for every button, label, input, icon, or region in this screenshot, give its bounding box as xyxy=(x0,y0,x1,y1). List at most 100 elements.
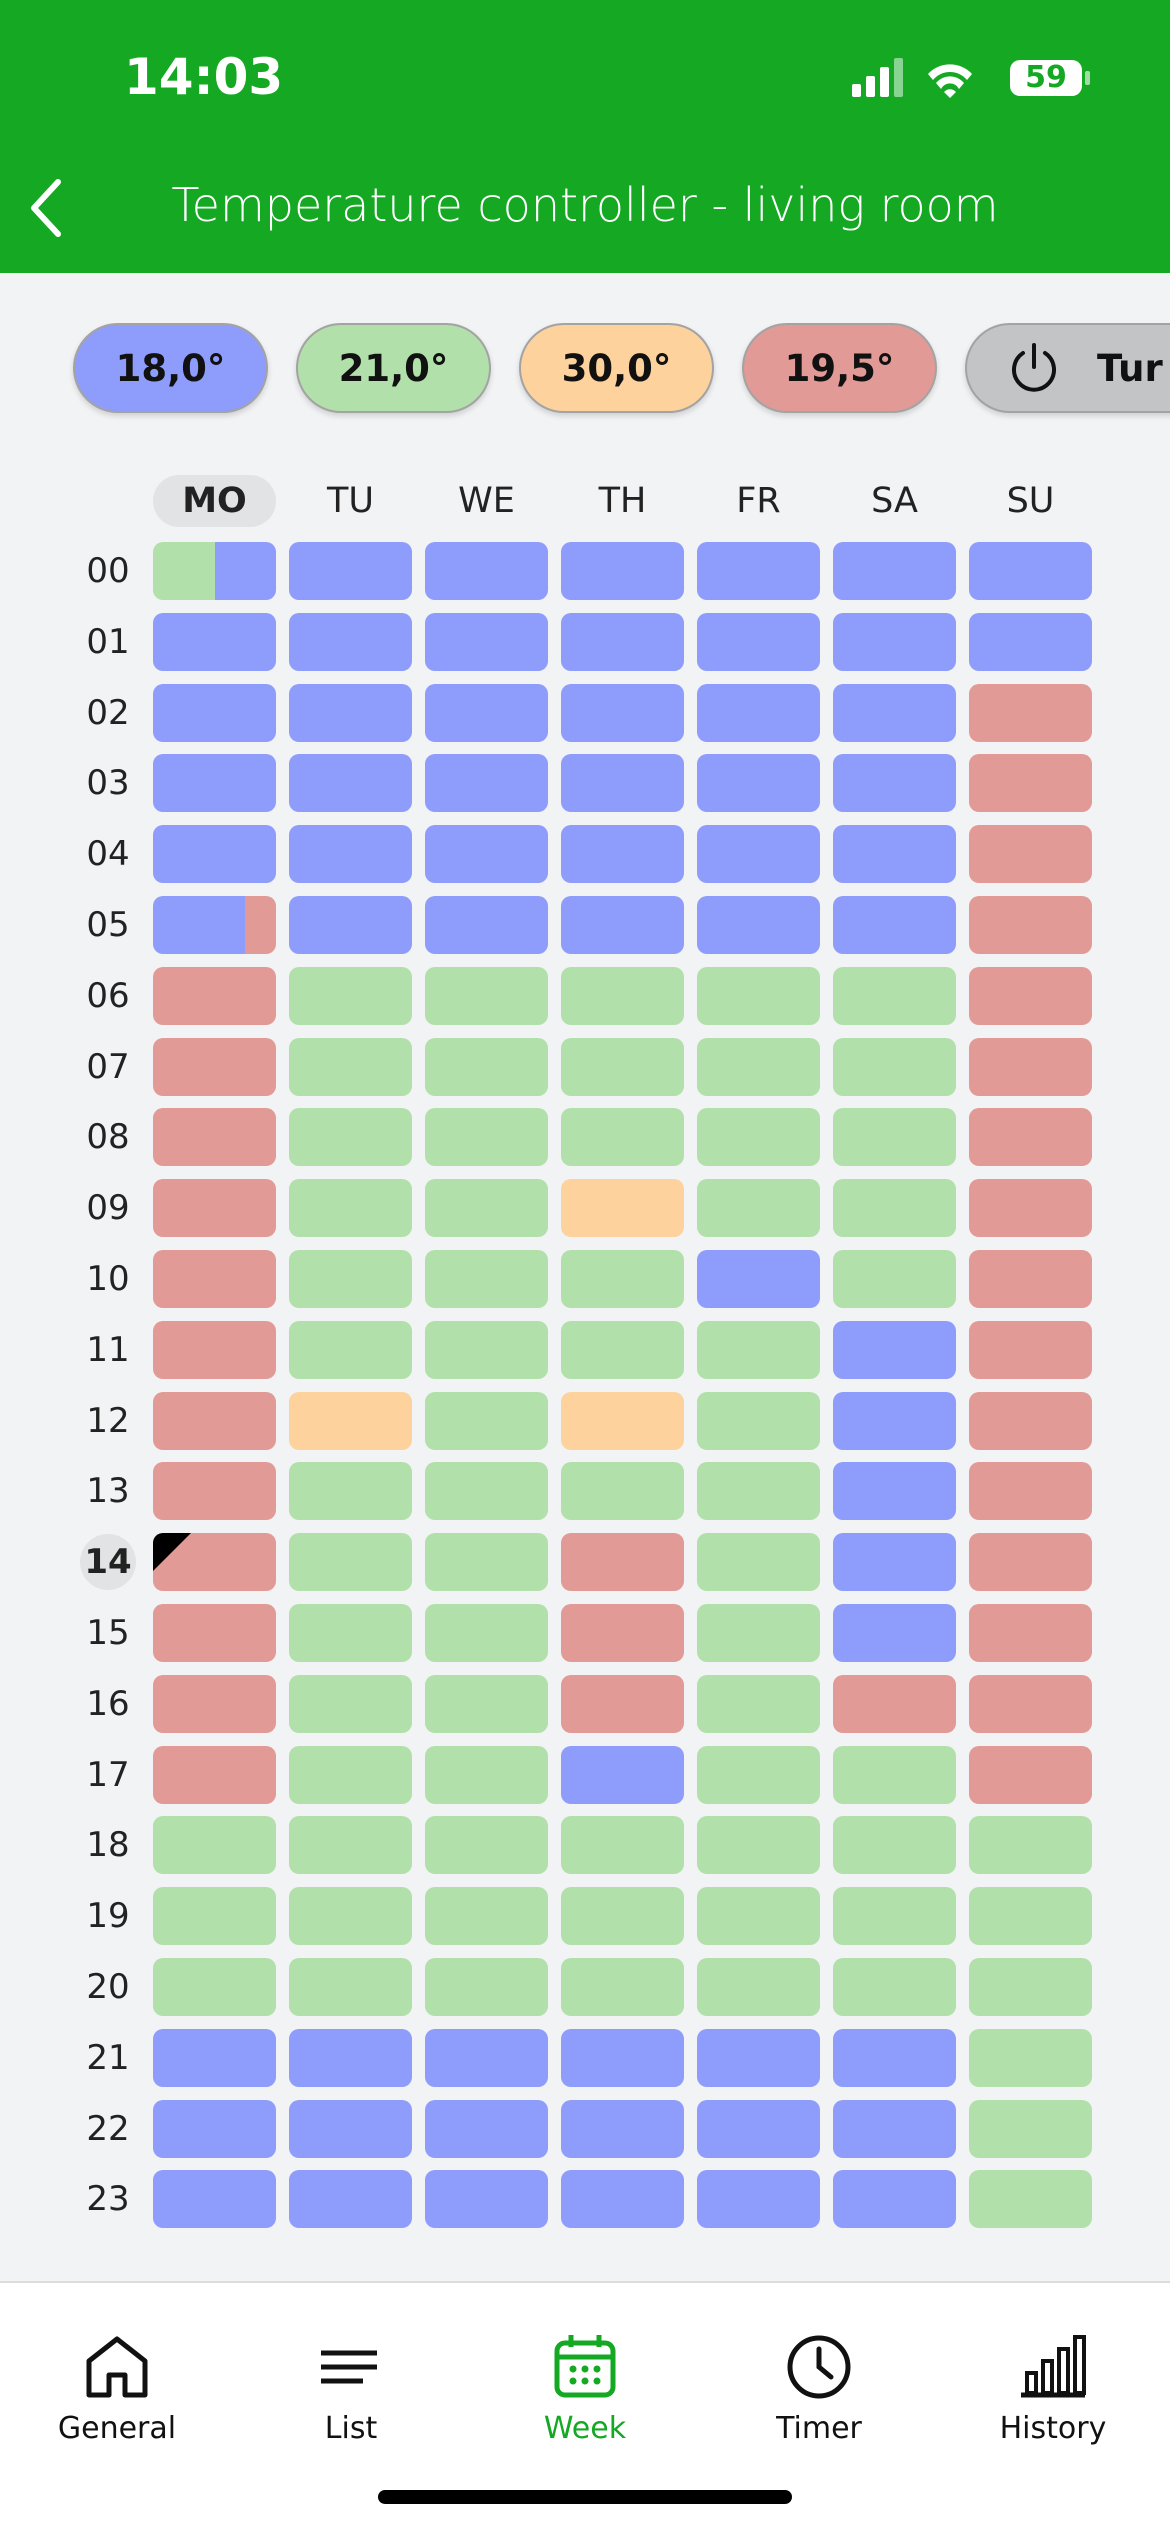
schedule-cell[interactable] xyxy=(833,1674,956,1733)
schedule-cell[interactable] xyxy=(833,1391,956,1450)
schedule-cell[interactable] xyxy=(425,1958,548,2016)
schedule-cell[interactable] xyxy=(153,1462,276,1521)
schedule-cell[interactable] xyxy=(153,1391,276,1450)
schedule-cell[interactable] xyxy=(289,1958,412,2016)
schedule-cell[interactable] xyxy=(697,2099,820,2158)
schedule-cell[interactable] xyxy=(289,896,412,954)
schedule-cell[interactable] xyxy=(153,1533,276,1592)
schedule-cell[interactable] xyxy=(833,1745,956,1804)
schedule-cell[interactable] xyxy=(969,542,1092,600)
schedule-cell[interactable] xyxy=(289,612,412,671)
schedule-cell[interactable] xyxy=(425,1462,548,1521)
schedule-cell[interactable] xyxy=(561,825,684,884)
schedule-cell[interactable] xyxy=(153,1958,276,2016)
schedule-cell[interactable] xyxy=(969,896,1092,954)
schedule-cell[interactable] xyxy=(969,1887,1092,1946)
schedule-cell[interactable] xyxy=(969,1320,1092,1379)
schedule-cell[interactable] xyxy=(561,754,684,813)
schedule-cell[interactable] xyxy=(697,1745,820,1804)
schedule-cell[interactable] xyxy=(425,1816,548,1875)
schedule-cell[interactable] xyxy=(289,2170,412,2229)
schedule-cell[interactable] xyxy=(833,612,956,671)
tab-item[interactable]: Week xyxy=(468,2333,702,2446)
schedule-cell[interactable] xyxy=(561,966,684,1025)
schedule-cell[interactable] xyxy=(425,1604,548,1662)
schedule-cell[interactable] xyxy=(697,1037,820,1096)
schedule-cell[interactable] xyxy=(561,542,684,600)
schedule-cell[interactable] xyxy=(561,1816,684,1875)
schedule-cell[interactable] xyxy=(969,2099,1092,2158)
tab-item[interactable]: General xyxy=(0,2333,234,2446)
schedule-cell[interactable] xyxy=(425,1179,548,1238)
schedule-cell[interactable] xyxy=(561,1250,684,1308)
schedule-cell[interactable] xyxy=(561,1887,684,1946)
schedule-cell[interactable] xyxy=(153,612,276,671)
schedule-cell[interactable] xyxy=(289,966,412,1025)
schedule-cell[interactable] xyxy=(697,825,820,884)
preset-chip[interactable]: Tur xyxy=(965,323,1170,413)
schedule-cell[interactable] xyxy=(697,1533,820,1592)
schedule-cell[interactable] xyxy=(561,2170,684,2229)
schedule-cell[interactable] xyxy=(289,1462,412,1521)
schedule-cell[interactable] xyxy=(153,896,276,954)
schedule-cell[interactable] xyxy=(969,1462,1092,1521)
schedule-cell[interactable] xyxy=(969,1674,1092,1733)
schedule-cell[interactable] xyxy=(969,825,1092,884)
schedule-cell[interactable] xyxy=(833,1462,956,1521)
schedule-cell[interactable] xyxy=(153,825,276,884)
schedule-cell[interactable] xyxy=(969,1037,1092,1096)
schedule-cell[interactable] xyxy=(833,2170,956,2229)
schedule-cell[interactable] xyxy=(697,612,820,671)
schedule-cell[interactable] xyxy=(697,1391,820,1450)
schedule-cell[interactable] xyxy=(833,1179,956,1238)
schedule-cell[interactable] xyxy=(969,754,1092,813)
schedule-cell[interactable] xyxy=(561,1037,684,1096)
schedule-cell[interactable] xyxy=(289,1037,412,1096)
schedule-cell[interactable] xyxy=(833,2099,956,2158)
schedule-cell[interactable] xyxy=(425,542,548,600)
schedule-cell[interactable] xyxy=(697,1320,820,1379)
schedule-cell[interactable] xyxy=(697,683,820,742)
schedule-cell[interactable] xyxy=(425,2099,548,2158)
schedule-cell[interactable] xyxy=(153,1108,276,1167)
schedule-cell[interactable] xyxy=(289,542,412,600)
preset-chip[interactable]: 18,0° xyxy=(73,323,268,413)
schedule-cell[interactable] xyxy=(289,683,412,742)
schedule-cell[interactable] xyxy=(153,542,276,600)
schedule-cell[interactable] xyxy=(561,1745,684,1804)
schedule-cell[interactable] xyxy=(425,896,548,954)
schedule-cell[interactable] xyxy=(289,1745,412,1804)
schedule-cell[interactable] xyxy=(153,754,276,813)
schedule-cell[interactable] xyxy=(833,1816,956,1875)
schedule-cell[interactable] xyxy=(561,1108,684,1167)
schedule-cell[interactable] xyxy=(969,966,1092,1025)
schedule-cell[interactable] xyxy=(425,1250,548,1308)
schedule-cell[interactable] xyxy=(561,2028,684,2087)
schedule-cell[interactable] xyxy=(833,1250,956,1308)
schedule-cell[interactable] xyxy=(425,1674,548,1733)
schedule-cell[interactable] xyxy=(153,683,276,742)
schedule-cell[interactable] xyxy=(561,1958,684,2016)
schedule-cell[interactable] xyxy=(425,1320,548,1379)
preset-chip[interactable]: 30,0° xyxy=(519,323,714,413)
schedule-cell[interactable] xyxy=(425,754,548,813)
schedule-cell[interactable] xyxy=(697,1674,820,1733)
schedule-cell[interactable] xyxy=(561,1674,684,1733)
schedule-cell[interactable] xyxy=(969,1816,1092,1875)
schedule-cell[interactable] xyxy=(697,2170,820,2229)
schedule-cell[interactable] xyxy=(697,966,820,1025)
schedule-cell[interactable] xyxy=(561,683,684,742)
schedule-cell[interactable] xyxy=(289,1887,412,1946)
schedule-cell[interactable] xyxy=(561,1533,684,1592)
tab-item[interactable]: Timer xyxy=(702,2333,936,2446)
schedule-cell[interactable] xyxy=(425,2028,548,2087)
schedule-cell[interactable] xyxy=(561,2099,684,2158)
schedule-cell[interactable] xyxy=(289,1391,412,1450)
schedule-cell[interactable] xyxy=(969,1533,1092,1592)
schedule-cell[interactable] xyxy=(833,1887,956,1946)
schedule-cell[interactable] xyxy=(289,1533,412,1592)
schedule-cell[interactable] xyxy=(969,2028,1092,2087)
schedule-cell[interactable] xyxy=(697,2028,820,2087)
schedule-cell[interactable] xyxy=(833,1108,956,1167)
schedule-cell[interactable] xyxy=(697,1887,820,1946)
